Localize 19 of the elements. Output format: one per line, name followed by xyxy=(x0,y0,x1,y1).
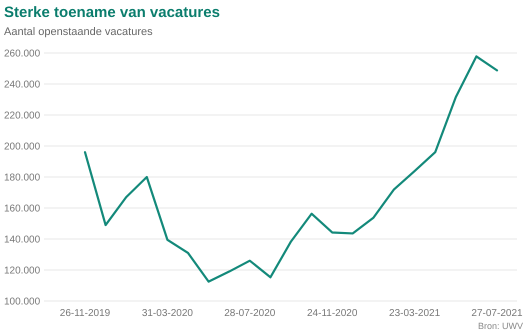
x-tick-label: 26-11-2019 xyxy=(60,308,111,319)
x-tick-label: 27-07-2021 xyxy=(471,308,524,319)
x-tick-label: 23-03-2021 xyxy=(389,308,441,319)
x-tick-label: 28-07-2020 xyxy=(224,308,276,319)
y-tick-label: 240.000 xyxy=(4,80,41,90)
y-tick-label: 140.000 xyxy=(4,234,41,246)
chart-subtitle: Aantal openstaande vacatures xyxy=(4,26,154,38)
y-tick-label: 200.000 xyxy=(4,142,41,152)
y-tick-label: 100.000 xyxy=(4,296,41,308)
chart-title: Sterke toename van vacatures xyxy=(4,4,220,21)
y-tick-label: 160.000 xyxy=(4,204,41,214)
x-tick-label: 24-11-2020 xyxy=(306,308,358,319)
y-tick-label: 180.000 xyxy=(4,172,41,184)
text: Bron: UWV xyxy=(478,321,523,331)
y-tick-label: 220.000 xyxy=(4,110,41,122)
y-tick-label: 120.000 xyxy=(4,266,41,276)
x-tick-label: 31-03-2020 xyxy=(142,308,194,319)
y-tick-label: 260.000 xyxy=(4,48,41,60)
line-series xyxy=(84,55,498,283)
